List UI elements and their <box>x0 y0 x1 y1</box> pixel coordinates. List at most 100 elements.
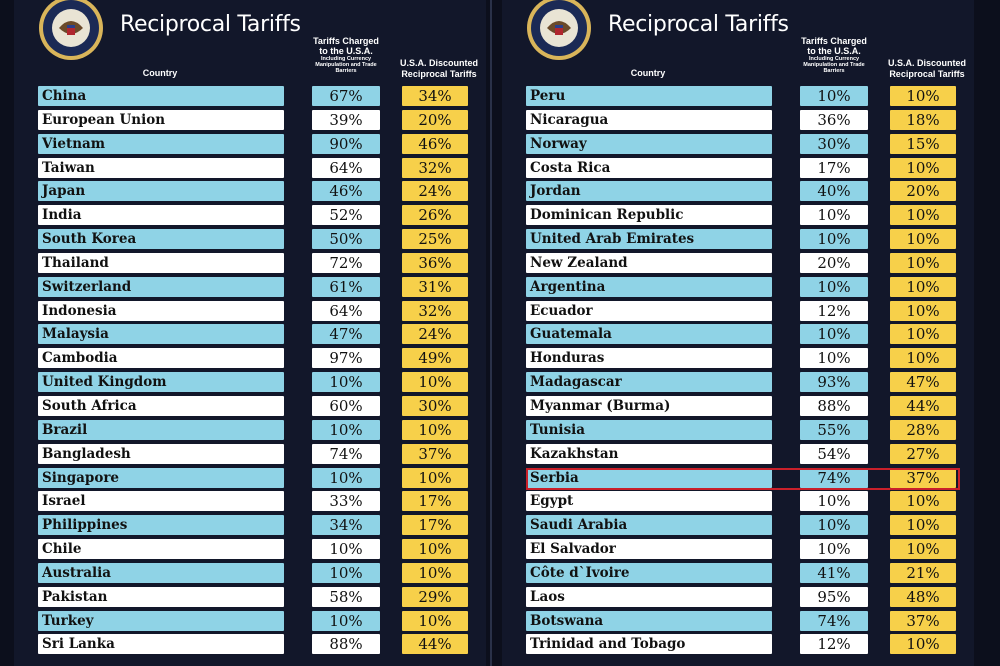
country-cell: Ecuador <box>526 300 772 321</box>
charged-cell: 88% <box>312 634 380 655</box>
charged-cell: 12% <box>800 634 868 655</box>
charged-cell: 64% <box>312 300 380 321</box>
charged-cell: 30% <box>800 133 868 154</box>
serbia-highlight-box <box>526 468 960 490</box>
discount-cell: 10% <box>402 419 468 440</box>
country-cell: Tunisia <box>526 419 772 440</box>
charged-cell: 58% <box>312 586 380 607</box>
discount-cell: 10% <box>402 562 468 583</box>
charged-cell: 10% <box>312 539 380 560</box>
charged-cell: 10% <box>800 348 868 369</box>
charged-cell: 10% <box>312 562 380 583</box>
country-cell: Norway <box>526 133 772 154</box>
country-cell: Singapore <box>38 467 284 488</box>
discount-cell: 10% <box>890 515 956 536</box>
country-cell: Trinidad and Tobago <box>526 634 772 655</box>
discount-cell: 27% <box>890 443 956 464</box>
charged-cell: 34% <box>312 515 380 536</box>
charged-cell: 54% <box>800 443 868 464</box>
country-cell: China <box>38 86 284 106</box>
discount-cell: 10% <box>890 539 956 560</box>
discount-cell: 49% <box>402 348 468 369</box>
discount-cell: 10% <box>890 252 956 273</box>
discount-cell: 10% <box>402 610 468 631</box>
discount-cell: 10% <box>890 86 956 106</box>
charged-cell: 36% <box>800 109 868 130</box>
charged-cell: 72% <box>312 252 380 273</box>
discount-cell: 31% <box>402 276 468 297</box>
country-cell: South Korea <box>38 229 284 250</box>
country-cell: Myanmar (Burma) <box>526 395 772 416</box>
charged-cell: 90% <box>312 133 380 154</box>
charged-cell: 33% <box>312 491 380 512</box>
country-cell: Sri Lanka <box>38 634 284 655</box>
discount-cell: 10% <box>890 634 956 655</box>
charged-cell: 10% <box>312 372 380 393</box>
discount-cell: 10% <box>890 348 956 369</box>
charged-cell: 55% <box>800 419 868 440</box>
charged-cell: 10% <box>800 86 868 106</box>
country-cell: Argentina <box>526 276 772 297</box>
charged-column-header: Tariffs Charged to the U.S.A. Including … <box>308 36 384 74</box>
charged-cell: 10% <box>800 491 868 512</box>
country-column-header: Country <box>142 68 178 78</box>
charged-cell: 47% <box>312 324 380 345</box>
charged-cell: 93% <box>800 372 868 393</box>
country-cell: Dominican Republic <box>526 205 772 226</box>
discount-cell: 44% <box>402 634 468 655</box>
discount-cell: 24% <box>402 324 468 345</box>
discount-cell: 10% <box>402 467 468 488</box>
country-cell: Chile <box>38 539 284 560</box>
discount-cell: 37% <box>890 610 956 631</box>
discount-cell: 47% <box>890 372 956 393</box>
country-cell: Thailand <box>38 252 284 273</box>
discount-column-header: U.S.A. Discounted Reciprocal Tariffs <box>399 58 478 79</box>
country-cell: Brazil <box>38 419 284 440</box>
discount-cell: 29% <box>402 586 468 607</box>
country-cell: Malaysia <box>38 324 284 345</box>
country-cell: Botswana <box>526 610 772 631</box>
discount-cell: 46% <box>402 133 468 154</box>
presidential-seal-icon <box>527 0 591 60</box>
charged-cell: 10% <box>312 610 380 631</box>
discount-cell: 32% <box>402 300 468 321</box>
country-cell: United Kingdom <box>38 372 284 393</box>
charged-cell: 74% <box>312 443 380 464</box>
country-cell: Jordan <box>526 181 772 202</box>
charged-cell: 10% <box>800 539 868 560</box>
discount-cell: 10% <box>890 300 956 321</box>
country-cell: Bangladesh <box>38 443 284 464</box>
page-title: Reciprocal Tariffs <box>120 12 301 37</box>
charged-cell: 64% <box>312 157 380 178</box>
charged-cell: 40% <box>800 181 868 202</box>
country-cell: European Union <box>38 109 284 130</box>
charged-cell: 10% <box>800 229 868 250</box>
discount-cell: 20% <box>402 109 468 130</box>
charged-cell: 95% <box>800 586 868 607</box>
discount-cell: 10% <box>890 324 956 345</box>
country-cell: Costa Rica <box>526 157 772 178</box>
country-cell: El Salvador <box>526 539 772 560</box>
charged-header-sublabel: Including Currency Manipulation and Trad… <box>315 56 377 74</box>
charged-cell: 12% <box>800 300 868 321</box>
presidential-seal-icon <box>39 0 103 60</box>
charged-cell: 10% <box>312 467 380 488</box>
country-cell: Guatemala <box>526 324 772 345</box>
charged-cell: 50% <box>312 229 380 250</box>
discount-cell: 28% <box>890 419 956 440</box>
country-cell: New Zealand <box>526 252 772 273</box>
country-cell: Madagascar <box>526 372 772 393</box>
country-cell: Pakistan <box>38 586 284 607</box>
country-cell: Taiwan <box>38 157 284 178</box>
country-cell: Australia <box>38 562 284 583</box>
discount-cell: 10% <box>890 205 956 226</box>
country-cell: Laos <box>526 586 772 607</box>
charged-cell: 97% <box>312 348 380 369</box>
charged-cell: 52% <box>312 205 380 226</box>
charged-cell: 20% <box>800 252 868 273</box>
discount-cell: 26% <box>402 205 468 226</box>
charged-header-sublabel: Including Currency Manipulation and Trad… <box>803 56 865 74</box>
discount-cell: 24% <box>402 181 468 202</box>
country-cell: Kazakhstan <box>526 443 772 464</box>
charged-cell: 67% <box>312 86 380 106</box>
